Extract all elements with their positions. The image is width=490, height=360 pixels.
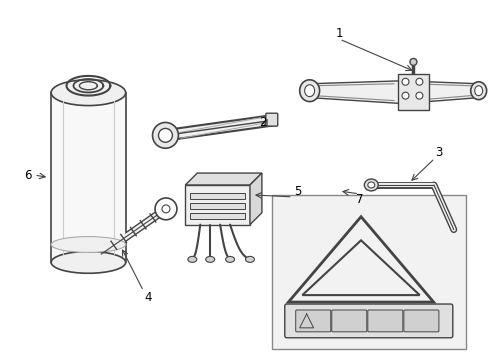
FancyBboxPatch shape <box>190 203 245 209</box>
Circle shape <box>402 92 409 99</box>
Text: 7: 7 <box>356 193 363 206</box>
FancyBboxPatch shape <box>295 310 331 332</box>
Text: 3: 3 <box>435 146 442 159</box>
Circle shape <box>402 78 409 85</box>
FancyBboxPatch shape <box>285 304 453 338</box>
Ellipse shape <box>368 182 375 188</box>
FancyBboxPatch shape <box>185 185 250 225</box>
FancyBboxPatch shape <box>397 74 429 109</box>
FancyBboxPatch shape <box>190 213 245 219</box>
Ellipse shape <box>51 237 125 252</box>
Ellipse shape <box>410 58 417 66</box>
FancyBboxPatch shape <box>272 195 466 349</box>
FancyBboxPatch shape <box>190 193 245 199</box>
FancyBboxPatch shape <box>368 310 403 332</box>
Ellipse shape <box>51 80 125 105</box>
Ellipse shape <box>300 80 319 102</box>
Circle shape <box>162 205 170 213</box>
Polygon shape <box>310 81 403 104</box>
FancyBboxPatch shape <box>51 93 125 262</box>
Text: 6: 6 <box>24 168 32 181</box>
FancyBboxPatch shape <box>266 113 278 126</box>
Ellipse shape <box>475 86 483 96</box>
FancyBboxPatch shape <box>332 310 367 332</box>
Ellipse shape <box>471 82 487 100</box>
Ellipse shape <box>188 256 197 262</box>
Polygon shape <box>250 173 262 225</box>
Polygon shape <box>302 240 420 295</box>
Circle shape <box>416 78 423 85</box>
Text: 2: 2 <box>259 116 267 129</box>
Circle shape <box>152 122 178 148</box>
Ellipse shape <box>225 256 235 262</box>
Polygon shape <box>185 173 262 185</box>
Circle shape <box>155 198 177 220</box>
Ellipse shape <box>51 251 125 273</box>
Ellipse shape <box>305 85 315 96</box>
Text: 4: 4 <box>145 291 152 303</box>
Text: 1: 1 <box>336 27 343 40</box>
FancyBboxPatch shape <box>404 310 439 332</box>
Ellipse shape <box>365 179 378 191</box>
Text: 5: 5 <box>294 185 301 198</box>
Circle shape <box>416 92 423 99</box>
Ellipse shape <box>245 256 254 262</box>
Ellipse shape <box>206 256 215 262</box>
Polygon shape <box>403 81 479 104</box>
Circle shape <box>158 129 172 142</box>
Polygon shape <box>289 217 434 302</box>
